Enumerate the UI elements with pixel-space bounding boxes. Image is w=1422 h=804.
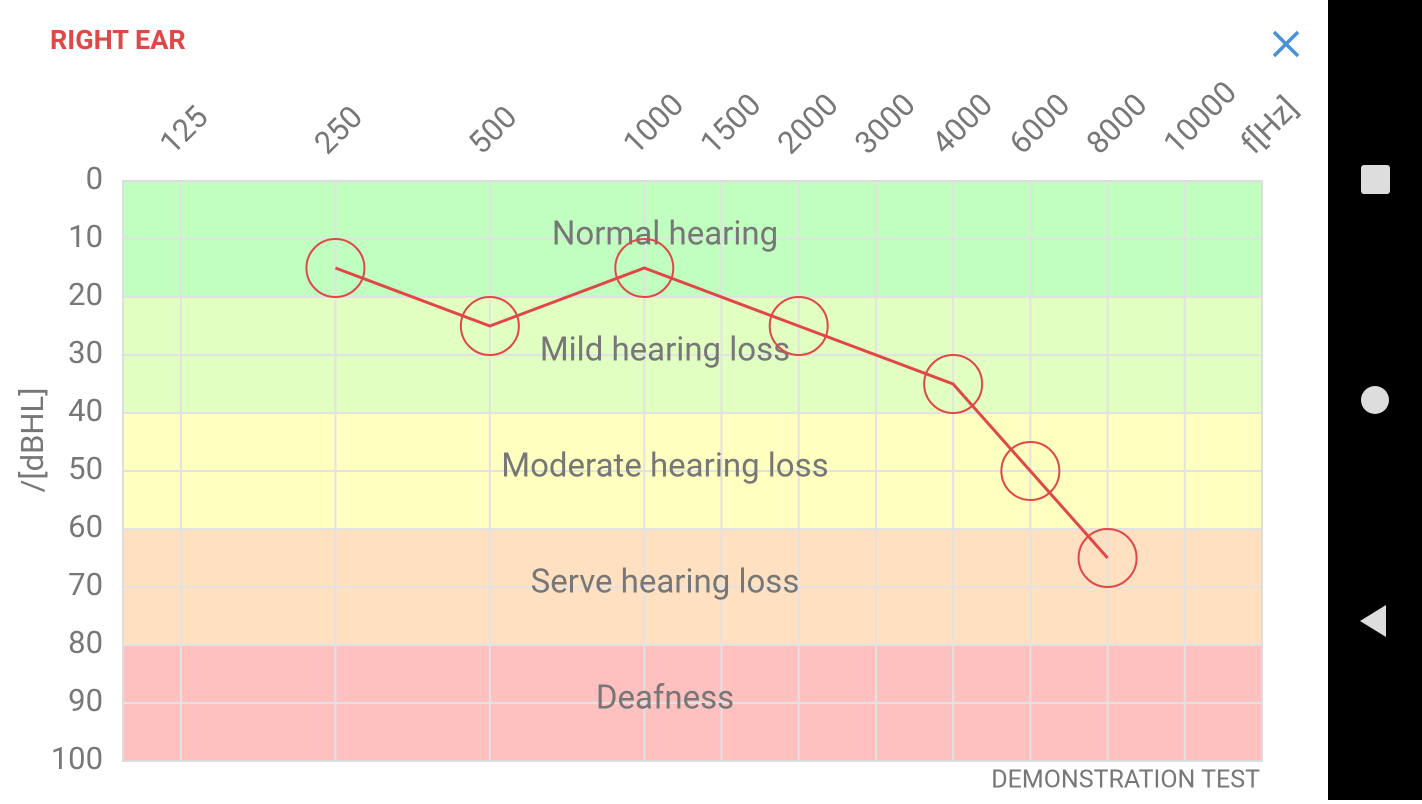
zone-label: Deafness bbox=[596, 679, 734, 718]
plot-border bbox=[122, 180, 1263, 762]
zone-label: Moderate hearing loss bbox=[501, 447, 828, 486]
y-tick-label: 50 bbox=[68, 450, 103, 487]
x-axis-label: f[Hz] bbox=[1233, 90, 1305, 162]
x-tick-label: 125 bbox=[152, 98, 215, 161]
threshold-point bbox=[1000, 441, 1061, 501]
x-tick-label: 4000 bbox=[924, 86, 999, 161]
zone-label: Mild hearing loss bbox=[540, 331, 790, 370]
y-tick-label: 10 bbox=[68, 218, 103, 255]
threshold-point bbox=[614, 238, 675, 298]
ear-title: RIGHT EAR bbox=[50, 24, 186, 56]
x-tick-label: 6000 bbox=[1002, 86, 1077, 161]
x-tick-label: 250 bbox=[307, 98, 370, 161]
x-tick-label: 2000 bbox=[770, 86, 845, 161]
x-tick-label: 1500 bbox=[693, 86, 768, 161]
audiogram: 0 10 20 30 40 50 60 70 80 90 100 125 250 500 1000 1500 2… bbox=[14, 74, 1305, 778]
recents-button[interactable] bbox=[1361, 165, 1390, 194]
threshold-point bbox=[768, 296, 829, 356]
threshold-point bbox=[1077, 528, 1138, 588]
y-tick-label: 20 bbox=[68, 276, 103, 313]
y-tick-label: 70 bbox=[68, 566, 103, 603]
close-button[interactable] bbox=[1272, 30, 1300, 58]
back-button[interactable] bbox=[1360, 605, 1386, 637]
y-tick-label: 90 bbox=[68, 682, 103, 719]
home-button[interactable] bbox=[1361, 386, 1389, 414]
y-tick-label: 30 bbox=[68, 334, 103, 371]
demo-label: DEMONSTRATION TEST bbox=[991, 766, 1260, 795]
x-tick-label: 10000 bbox=[1156, 74, 1244, 162]
x-tick-label: 8000 bbox=[1079, 86, 1154, 161]
threshold-point bbox=[923, 354, 984, 414]
threshold-line bbox=[334, 266, 1109, 559]
y-tick-label: 0 bbox=[86, 160, 103, 197]
x-tick-label: 3000 bbox=[847, 86, 922, 161]
y-tick-label: 80 bbox=[68, 624, 103, 661]
x-tick-label: 1000 bbox=[616, 86, 691, 161]
y-tick-label: 40 bbox=[68, 392, 103, 429]
y-axis-label: /[dBHL] bbox=[14, 388, 51, 493]
threshold-point bbox=[305, 238, 366, 298]
threshold-point bbox=[459, 296, 520, 356]
x-tick-label: 500 bbox=[461, 98, 524, 161]
close-icon[interactable] bbox=[1272, 30, 1300, 58]
y-tick-label: 100 bbox=[51, 740, 103, 777]
zone-label: Serve hearing loss bbox=[531, 563, 800, 602]
y-tick-label: 60 bbox=[68, 508, 103, 545]
